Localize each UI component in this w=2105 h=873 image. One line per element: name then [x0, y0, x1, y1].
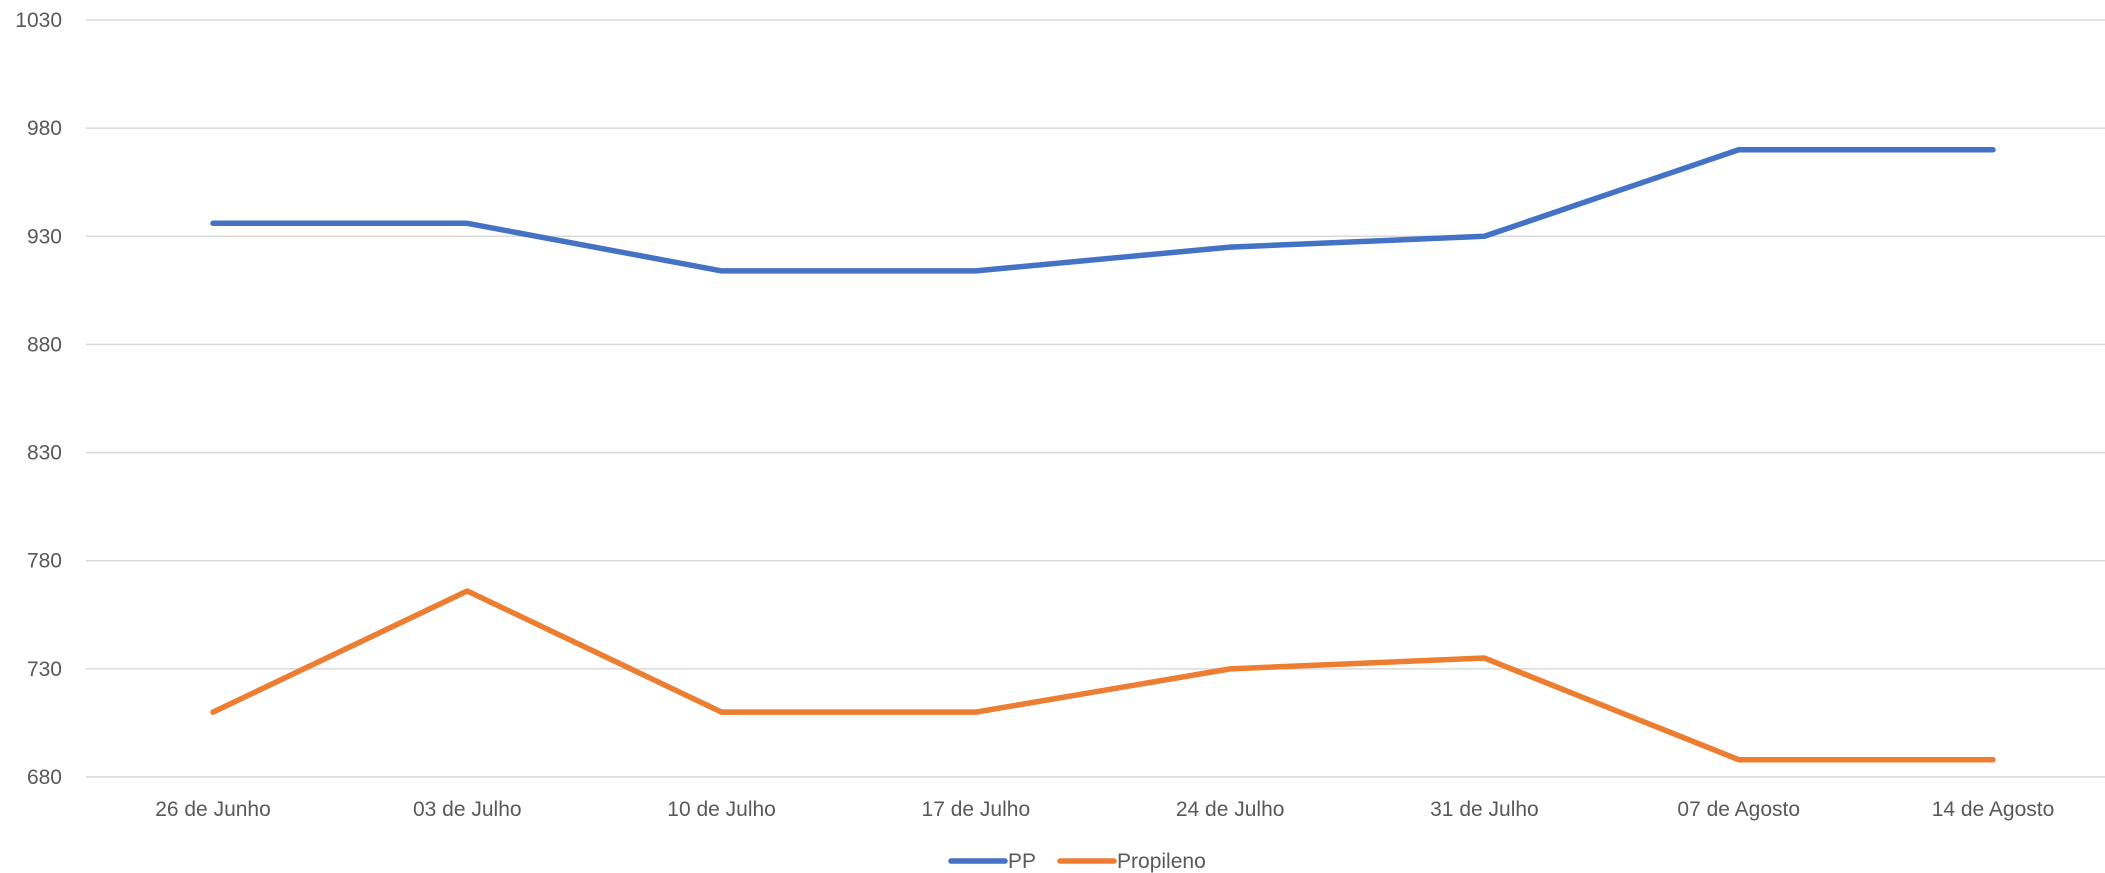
x-axis-tick-labels: 26 de Junho 03 de Julho 10 de Julho 17 de J… — [155, 798, 2054, 821]
y-tick-label: 1030 — [15, 9, 62, 32]
y-tick-label: 830 — [27, 442, 62, 465]
y-tick-label: 880 — [27, 333, 62, 356]
legend-label-propileno: Propileno — [1117, 850, 1206, 873]
x-tick-label: 14 de Agosto — [1932, 798, 2055, 821]
y-tick-label: 780 — [27, 550, 62, 573]
series-lines — [210, 147, 1996, 763]
x-tick-label: 31 de Julho — [1430, 798, 1539, 821]
x-tick-label: 26 de Junho — [155, 798, 271, 821]
y-tick-label: 980 — [27, 117, 62, 140]
x-tick-label: 10 de Julho — [667, 798, 776, 821]
x-tick-label: 24 de Julho — [1176, 798, 1285, 821]
x-tick-label: 07 de Agosto — [1677, 798, 1800, 821]
legend: PP Propileno — [948, 850, 1206, 873]
x-tick-label: 03 de Julho — [413, 798, 522, 821]
x-tick-label: 17 de Julho — [922, 798, 1031, 821]
series-line-propileno — [210, 588, 1996, 763]
y-tick-label: 730 — [27, 658, 62, 681]
y-tick-label: 930 — [27, 225, 62, 248]
y-axis-tick-labels: 680 730 780 830 880 930 980 1030 — [15, 9, 62, 789]
gridlines — [86, 19, 2105, 778]
y-tick-label: 680 — [27, 766, 62, 789]
legend-label-pp: PP — [1008, 850, 1036, 873]
series-line-pp — [210, 147, 1996, 274]
